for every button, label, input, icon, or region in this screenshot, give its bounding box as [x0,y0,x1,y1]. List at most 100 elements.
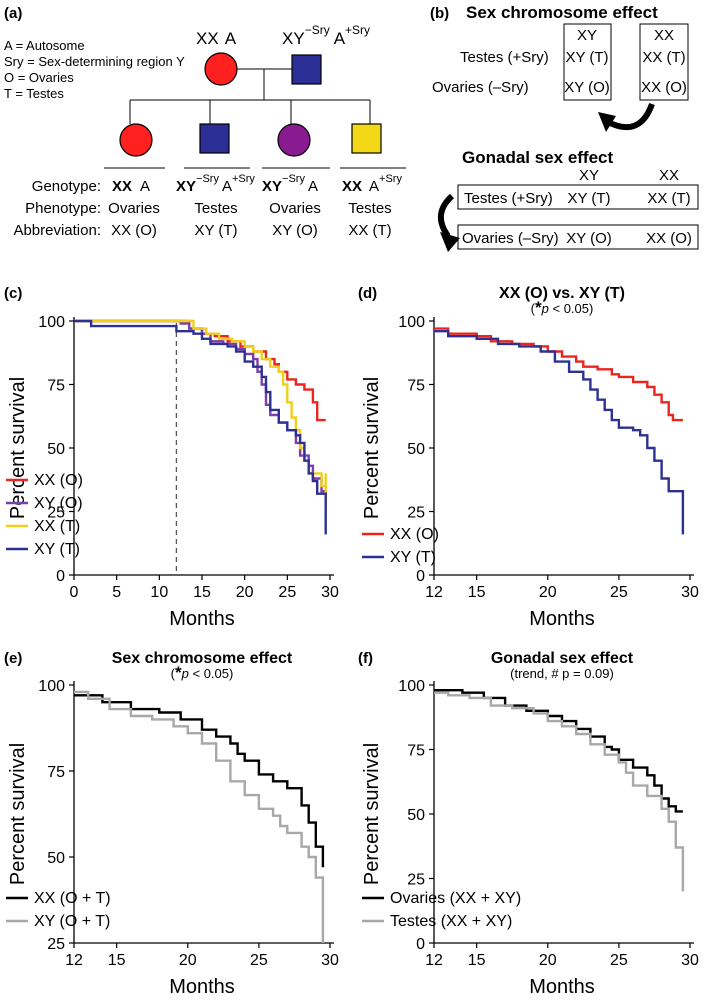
series-line-xx-t [74,319,327,512]
g-row1-xx: XX (T) [647,190,690,207]
child-3-abbr: XY (O) [272,222,318,239]
x-tick-label-d: 20 [539,584,557,601]
x-axis-title-e: Months [169,976,235,998]
x-tick-label-f: 25 [610,952,628,969]
x-tick-label-c: 0 [70,584,79,601]
p-symbol: p [181,666,189,681]
x-tick-label-d: 12 [425,584,443,601]
child-2-abbr: XY (T) [194,222,237,239]
g-row1-xy: XY (T) [567,190,610,207]
x-tick-label-e: 15 [108,952,126,969]
y-tick-label-f: 0 [416,936,425,953]
y-tick-label-e: 100 [38,678,65,695]
legend-line-3: O = Ovaries [4,70,74,85]
y-tick-label-c: 50 [47,441,65,458]
x-axis-title-f: Months [529,976,595,998]
chart-subtitle-d: (*p < 0.05) [531,298,594,317]
panel-label-e: (e) [4,650,22,667]
series-line-testes-xx-xy [434,691,685,892]
y-tick-label-d: 0 [416,568,425,585]
y-tick-label-d: 75 [407,378,425,395]
legend-label-c-0: XX (O) [34,472,83,489]
x-tick-label-e: 25 [250,952,268,969]
y-tick-label-f: 100 [398,678,425,695]
y-axis-title-f: Percent survival [361,743,383,885]
y-tick-label-f: 25 [407,872,425,889]
y-tick-label-c: 25 [47,505,65,522]
x-tick-label-e: 12 [65,952,83,969]
box2-head: XX [654,27,674,44]
x-tick-label-c: 30 [321,584,339,601]
x-tick-label-c: 20 [236,584,254,601]
x-tick-label-d: 25 [610,584,628,601]
y-tick-label-e: 50 [47,850,65,867]
series-line-xy-t [74,319,327,535]
chart-subtitle-e: (*p < 0.05) [171,663,234,682]
child-xx-o-symbol [119,123,153,157]
y-tick-label-d: 50 [407,441,425,458]
g-row2-xx: XX (O) [646,230,692,247]
significance-star: * [175,663,182,682]
child-xy-o-symbol [277,123,311,157]
x-tick-label-d: 15 [468,584,486,601]
g-row2-label: Ovaries (–Sry) [462,230,559,247]
y-tick-label-e: 75 [47,764,65,781]
p-value: < 0.05) [189,666,233,681]
parent-female-symbol [204,52,238,86]
x-tick-label-f: 12 [425,952,443,969]
x-tick-label-c: 25 [278,584,296,601]
y-tick-label-e: 25 [47,936,65,953]
g-row2-xy: XY (O) [566,230,612,247]
y-axis-title-c: Percent survival [7,377,29,519]
x-tick-label-c: 5 [112,584,121,601]
chart-c: (c) 0 5 10 15 20 25 30 0 25 50 75 100 Months Percent s… [4,285,339,630]
legend-label-d-0: XX (O) [390,526,439,543]
row-label-abbreviation: Abbreviation: [13,222,101,239]
y-tick-label-c: 75 [47,378,65,395]
legend-label-f-1: Testes (XX + XY) [390,913,512,930]
x-tick-label-c: 10 [150,584,168,601]
g-row1-label: Testes (+Sry) [464,190,553,207]
x-tick-label-c: 15 [193,584,211,601]
legend-label-c-3: XY (T) [34,541,80,558]
x-tick-label-f: 15 [468,952,486,969]
child-1-abbr: XX (O) [111,222,157,239]
legend-label-c-1: XY (O) [34,495,83,512]
parent-female-genotype: XX A [196,29,237,48]
legend-label-f-0: Ovaries (XX + XY) [390,890,521,907]
legend-line-2: Sry = Sex-determining region Y [4,54,185,69]
parent-male-genotype: XY−Sry A+Sry [282,23,370,48]
x-tick-label-d: 30 [681,584,699,601]
legend-line-4: T = Testes [4,86,64,101]
legend-line-1: A = Autosome [4,38,85,53]
x-axis-title-d: Months [529,608,595,630]
y-tick-label-f: 50 [407,807,425,824]
chart-title-d: XX (O) vs. XY (T) [499,285,625,302]
box1-head: XY [577,27,597,44]
chart-e: (e) Sex chromosome effect(*p < 0.05) 12 15 2… [4,650,339,998]
child-4-abbr: XX (T) [348,222,391,239]
child-3-phenotype: Ovaries [269,200,321,217]
child-4-phenotype: Testes [348,200,391,217]
significance-star: * [535,298,542,317]
child-xy-t-symbol [199,123,230,154]
x-axis-title-c: Months [169,608,235,630]
child-3-genotype: XY−Sry A [262,173,318,195]
series-line-xy-t [434,330,685,535]
panel-label-c: (c) [4,285,22,302]
legend-label-d-1: XY (T) [390,549,436,566]
child-1-phenotype: Ovaries [108,200,160,217]
y-tick-label-c: 0 [56,568,65,585]
arrowhead-left-icon [440,232,460,252]
chart-title-e: Sex chromosome effect [112,650,293,667]
panel-a: (a) A = Autosome Sry = Sex-determining r… [4,5,406,239]
x-tick-label-f: 30 [681,952,699,969]
box1-row2: XY (O) [564,79,610,96]
col-head-xy: XY [579,167,599,184]
y-tick-label-f: 75 [407,743,425,760]
box2-row2: XX (O) [641,79,687,96]
chart-f: (f) Gonadal sex effect(trend, # p = 0.09)… [358,650,699,998]
y-tick-label-d: 100 [398,314,425,331]
chart-d: (d) XX (O) vs. XY (T)(*p < 0.05) 12 15 20 25 3… [358,285,699,630]
x-tick-label-e: 20 [179,952,197,969]
